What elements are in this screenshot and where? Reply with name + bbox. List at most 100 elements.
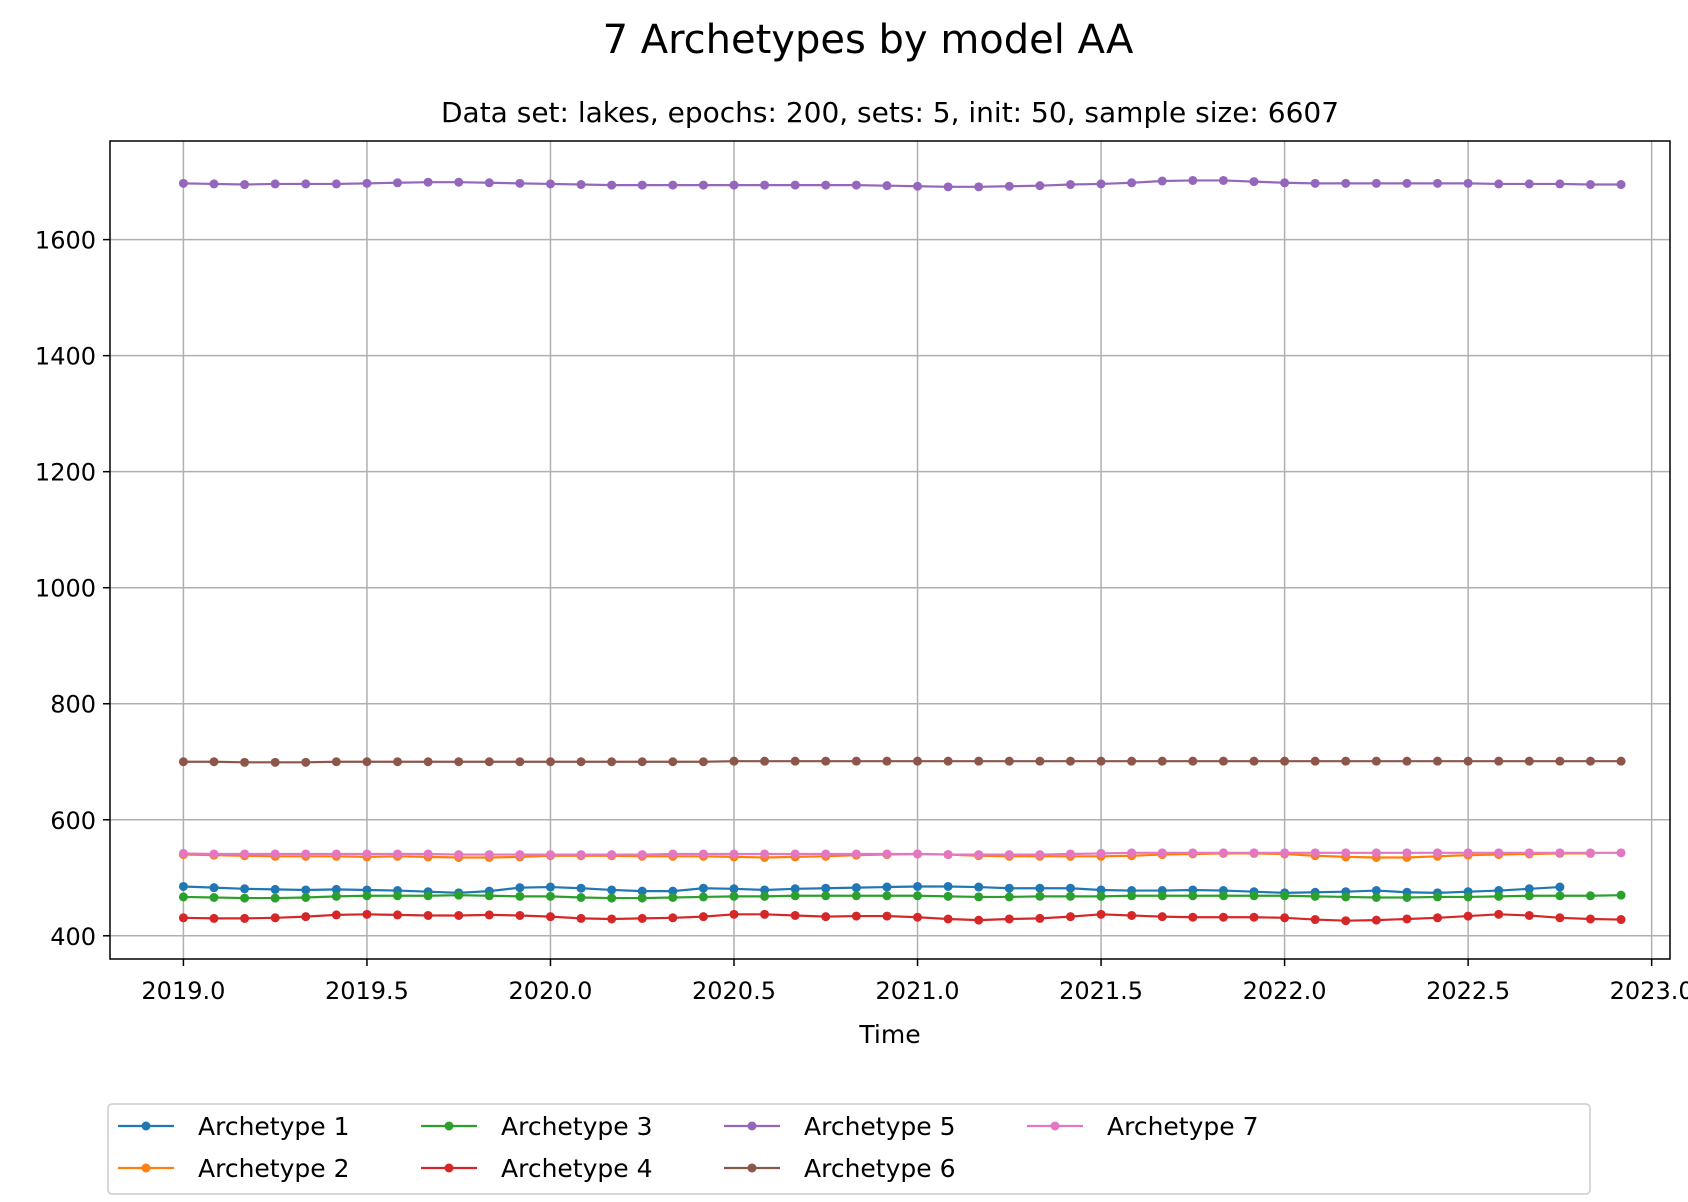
data-point: [1065, 883, 1075, 893]
data-point: [1371, 756, 1381, 766]
data-point: [974, 915, 984, 925]
data-point: [1035, 891, 1045, 901]
x-tick-label: 2023.0: [1610, 977, 1688, 1005]
data-point: [1616, 915, 1626, 925]
data-point: [760, 180, 770, 190]
data-point: [240, 893, 250, 903]
data-point: [178, 881, 188, 891]
legend-label: Archetype 5: [804, 1112, 956, 1141]
data-point: [729, 909, 739, 919]
x-tick-label: 2019.0: [141, 977, 225, 1005]
data-point: [515, 757, 525, 767]
data-point: [1371, 893, 1381, 903]
data-point: [301, 179, 311, 189]
y-axis-ticks: 400 600 800 1000 1200 1400 1600: [35, 227, 110, 951]
data-point: [1616, 756, 1626, 766]
data-point: [1463, 892, 1473, 902]
data-point: [1065, 891, 1075, 901]
data-point: [1433, 892, 1443, 902]
plot-frame: [109, 140, 1671, 960]
data-point: [1280, 848, 1290, 858]
data-point: [851, 849, 861, 859]
data-point: [821, 883, 831, 893]
data-point: [1127, 756, 1137, 766]
data-point: [270, 179, 280, 189]
x-tick-label: 2019.5: [325, 977, 409, 1005]
data-point: [1494, 756, 1504, 766]
data-point: [209, 913, 219, 923]
data-point: [607, 893, 617, 903]
data-point: [1310, 848, 1320, 858]
data-point: [729, 180, 739, 190]
data-point: [913, 881, 923, 891]
data-point: [760, 909, 770, 919]
data-point: [1341, 892, 1351, 902]
data-point: [607, 914, 617, 924]
data-point: [913, 891, 923, 901]
data-point: [576, 850, 586, 860]
data-point: [882, 756, 892, 766]
data-point: [362, 909, 372, 919]
data-point: [1188, 756, 1198, 766]
data-point: [545, 912, 555, 922]
grid-lines: [110, 141, 1670, 959]
data-point: [698, 892, 708, 902]
data-point: [974, 756, 984, 766]
data-point: [1280, 913, 1290, 923]
data-point: [331, 179, 341, 189]
data-point: [545, 882, 555, 892]
data-point: [576, 883, 586, 893]
legend: Archetype 1 Archetype 2 Archetype 3 Archety…: [107, 1103, 1591, 1195]
data-point: [668, 757, 678, 767]
x-tick-label: 2021.0: [876, 977, 960, 1005]
data-point: [1494, 179, 1504, 189]
data-point: [1157, 891, 1167, 901]
legend-swatch-marker: [747, 1121, 757, 1131]
legend-swatch-marker: [1050, 1121, 1060, 1131]
data-point: [882, 849, 892, 859]
data-point: [637, 893, 647, 903]
data-point: [1463, 911, 1473, 921]
y-tick-label: 1400: [35, 343, 96, 371]
x-axis-ticks: 2019.0 2019.5 2020.0 2020.5 2021.0 2021.5 2022…: [141, 959, 1688, 1005]
series-6: [178, 756, 1626, 767]
data-point: [913, 181, 923, 191]
data-point: [882, 891, 892, 901]
data-point: [790, 891, 800, 901]
data-point: [698, 883, 708, 893]
data-point: [637, 850, 647, 860]
data-point: [362, 757, 372, 767]
data-point: [1310, 756, 1320, 766]
data-point: [851, 180, 861, 190]
data-point: [698, 849, 708, 859]
legend-label: Archetype 4: [501, 1154, 653, 1183]
data-point: [1371, 178, 1381, 188]
data-point: [1035, 850, 1045, 860]
data-point: [362, 849, 372, 859]
data-point: [1555, 179, 1565, 189]
data-point: [240, 913, 250, 923]
data-point: [668, 180, 678, 190]
data-point: [760, 891, 770, 901]
data-point: [821, 891, 831, 901]
data-point: [331, 910, 341, 920]
data-point: [1280, 756, 1290, 766]
data-point: [178, 178, 188, 188]
data-point: [1433, 178, 1443, 188]
data-point: [1218, 756, 1228, 766]
y-tick-label: 400: [50, 923, 96, 951]
data-point: [240, 180, 250, 190]
y-tick-label: 800: [50, 691, 96, 719]
series-layer: [178, 175, 1626, 926]
data-point: [454, 850, 464, 860]
data-point: [270, 893, 280, 903]
legend-label: Archetype 1: [198, 1112, 350, 1141]
data-point: [362, 178, 372, 188]
data-point: [821, 849, 831, 859]
data-point: [301, 912, 311, 922]
data-point: [882, 911, 892, 921]
data-point: [1433, 756, 1443, 766]
data-point: [1463, 848, 1473, 858]
data-point: [821, 912, 831, 922]
data-point: [1096, 756, 1106, 766]
